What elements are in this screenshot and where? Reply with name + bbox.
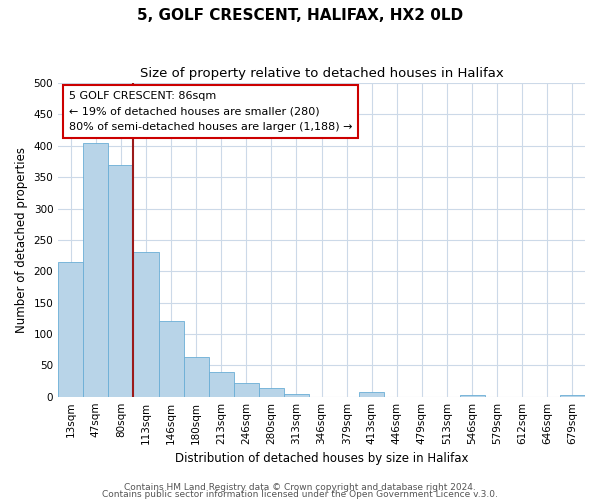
Bar [158,322,184,396]
Text: Contains public sector information licensed under the Open Government Licence v.: Contains public sector information licen… [102,490,498,499]
Bar [259,388,284,396]
Text: Contains HM Land Registry data © Crown copyright and database right 2024.: Contains HM Land Registry data © Crown c… [124,484,476,492]
Bar [284,394,309,396]
Bar [83,142,109,396]
Bar [133,252,158,396]
Text: 5, GOLF CRESCENT, HALIFAX, HX2 0LD: 5, GOLF CRESCENT, HALIFAX, HX2 0LD [137,8,463,22]
Y-axis label: Number of detached properties: Number of detached properties [15,147,28,333]
Text: 5 GOLF CRESCENT: 86sqm
← 19% of detached houses are smaller (280)
80% of semi-de: 5 GOLF CRESCENT: 86sqm ← 19% of detached… [69,91,352,132]
Bar [359,392,385,396]
X-axis label: Distribution of detached houses by size in Halifax: Distribution of detached houses by size … [175,452,469,465]
Title: Size of property relative to detached houses in Halifax: Size of property relative to detached ho… [140,68,503,80]
Bar [58,262,83,396]
Bar [209,372,234,396]
Bar [109,164,133,396]
Bar [184,357,209,397]
Bar [234,383,259,396]
